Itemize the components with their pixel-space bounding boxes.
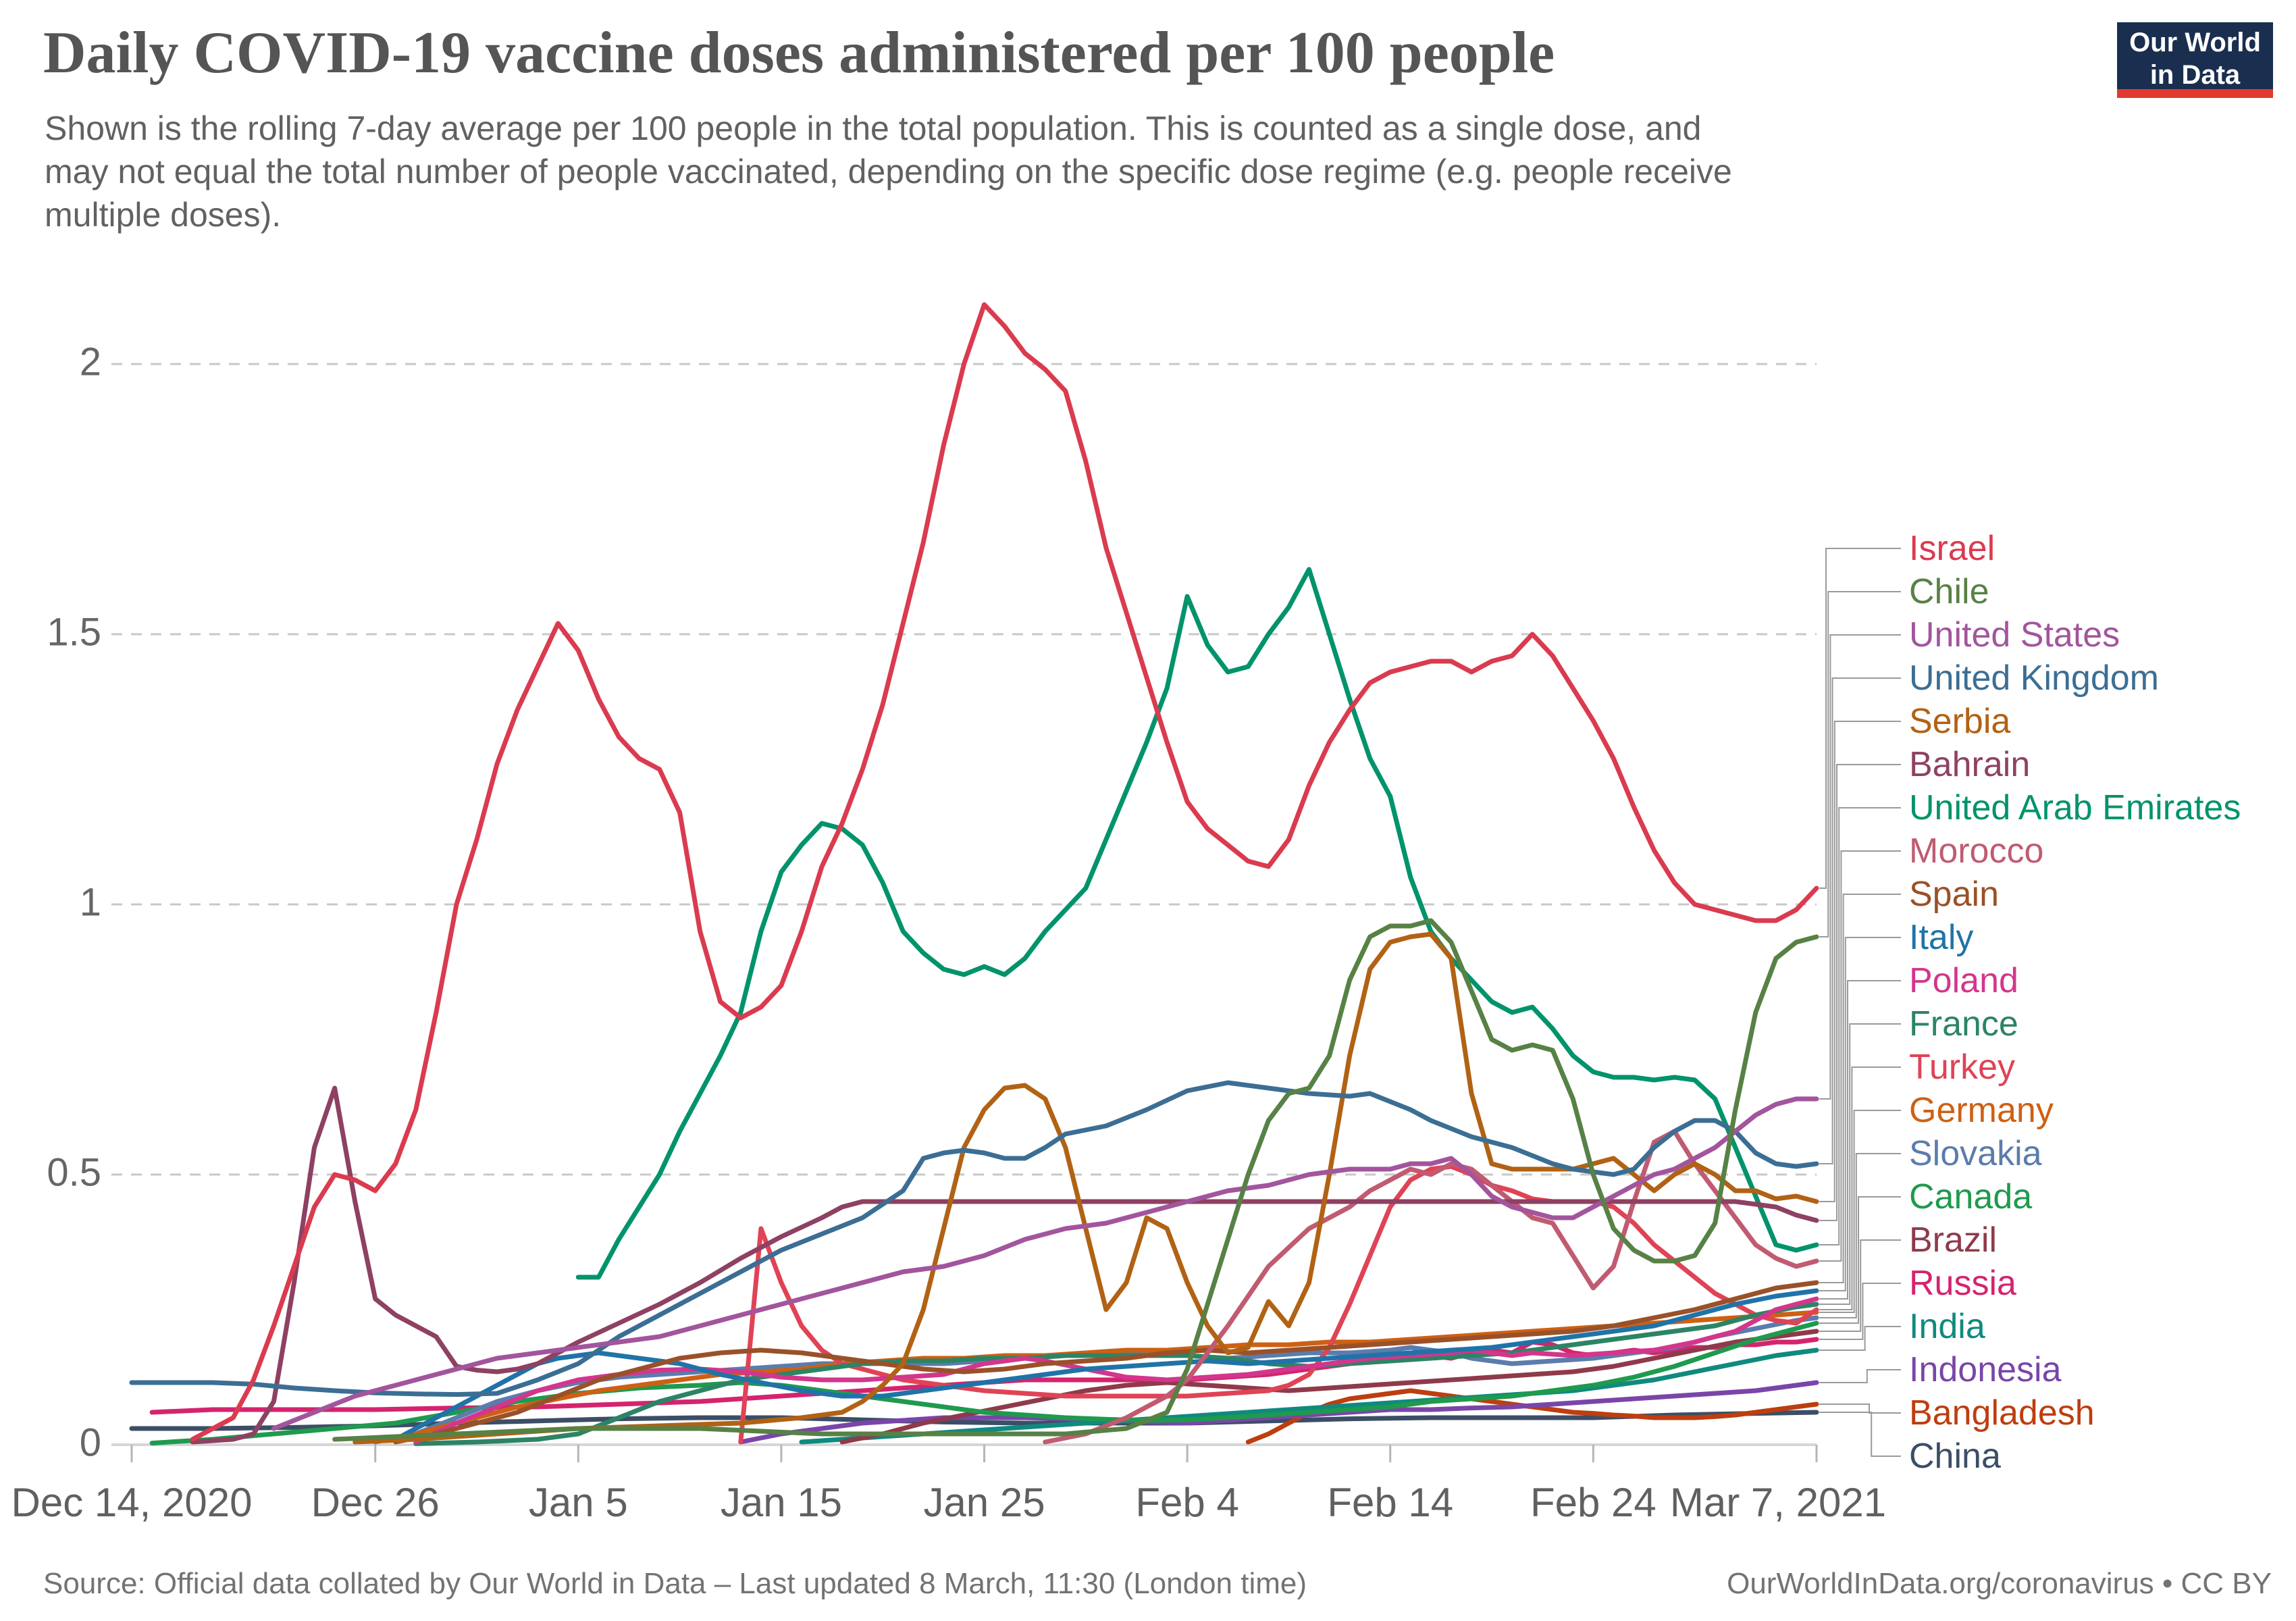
legend-label-chile[interactable]: Chile [1909,572,1989,611]
legend-label-united-kingdom[interactable]: United Kingdom [1909,659,2159,698]
series-line-canada[interactable] [149,1320,1819,1446]
x-tick-label-dec-26: Dec 26 [311,1480,440,1525]
legend-label-bangladesh[interactable]: Bangladesh [1909,1393,2095,1433]
legend-connector-indonesia [1819,1369,1901,1383]
x-tick-label-feb-14: Feb 14 [1327,1480,1453,1525]
legend-label-serbia[interactable]: Serbia [1909,702,2010,741]
x-tick-label-mar-7-2021: Mar 7, 2021 [1670,1480,1886,1525]
legend-label-germany[interactable]: Germany [1909,1091,2054,1130]
legend-label-poland[interactable]: Poland [1909,961,2018,1000]
x-tick-label-dec-14-2020: Dec 14, 2020 [11,1480,253,1525]
series-line-italy[interactable] [393,1288,1819,1442]
owid-logo-line2: in Data [2149,60,2241,90]
page-title: Daily COVID-19 vaccine doses administere… [43,20,1555,86]
legend-connector-united-kingdom [1819,677,1901,1164]
legend-label-china[interactable]: China [1909,1437,2001,1476]
owid-logo[interactable]: Our World in Data [2117,22,2273,98]
legend-connector-italy [1819,937,1901,1291]
legend-label-slovakia[interactable]: Slovakia [1909,1134,2042,1173]
footer-link[interactable]: OurWorldInData.org/coronavirus • CC BY [1727,1567,2272,1600]
x-tick-label-feb-4: Feb 4 [1135,1480,1238,1525]
y-tick-label-1.5: 1.5 [47,610,101,654]
legend-label-united-arab-emirates[interactable]: United Arab Emirates [1909,788,2241,827]
legend-label-indonesia[interactable]: Indonesia [1909,1350,2062,1389]
series-line-morocco[interactable] [1043,1129,1819,1445]
owid-logo-line1: Our World [2129,28,2261,57]
legend-connector-spain [1819,894,1901,1283]
chart-subtitle: Shown is the rolling 7-day average per 1… [45,107,1908,236]
legend-connector-russia [1819,1283,1901,1340]
series-line-united-kingdom[interactable] [129,1080,1819,1397]
legend-label-france[interactable]: France [1909,1004,2018,1044]
chart-canvas: 0 0.5 1 1.5 2 Dec 14, 2020 Dec 26 Jan 5 Jan 15 Ja… [11,302,2241,1525]
legend-connector-bangladesh [1819,1404,1901,1414]
legend-label-united-states[interactable]: United States [1909,615,2120,654]
series-line-israel[interactable] [190,302,1819,1442]
legend-connector-united-arab-emirates [1819,807,1901,1245]
series-line-bahrain[interactable] [190,1085,1819,1445]
series-line-united-arab-emirates[interactable] [575,567,1819,1280]
x-tick-label-jan-15: Jan 15 [721,1480,842,1525]
legend-label-bahrain[interactable]: Bahrain [1909,745,2030,784]
y-tick-label-0: 0 [80,1420,101,1464]
legend-connector-turkey [1819,1066,1901,1310]
x-tick-label-jan-5: Jan 5 [529,1480,628,1525]
source-note: Source: Official data collated by Our Wo… [43,1567,1307,1600]
legend-connector-slovakia [1819,1153,1901,1318]
legend-connector-chile [1819,591,1901,937]
series-line-chile[interactable] [332,918,1819,1442]
x-tick-label-feb-24: Feb 24 [1530,1480,1656,1525]
subtitle-line-3: multiple doses). [45,196,282,234]
series-line-india[interactable] [799,1347,1819,1445]
series-line-spain[interactable] [393,1280,1819,1445]
series-line-turkey[interactable] [738,1164,1819,1445]
legend-label-spain[interactable]: Spain [1909,875,1999,914]
y-tick-label-1: 1 [80,880,101,924]
legend-connector-germany [1819,1110,1901,1313]
legend-connector-france [1819,1023,1901,1305]
series-line-united-states[interactable] [271,1096,1819,1431]
legend-connector-israel [1819,548,1901,889]
y-tick-label-0.5: 0.5 [47,1150,101,1194]
series-line-indonesia[interactable] [738,1380,1819,1445]
subtitle-line-1: Shown is the rolling 7-day average per 1… [45,109,1702,147]
legend-connector-canada [1819,1196,1901,1324]
series-line-brazil[interactable] [839,1329,1819,1445]
legend-connector-serbia [1819,721,1901,1202]
series-line-china[interactable] [129,1410,1819,1431]
legend-label-india[interactable]: India [1909,1307,1985,1346]
x-tick-label-jan-25: Jan 25 [923,1480,1045,1525]
legend-label-russia[interactable]: Russia [1909,1264,2016,1303]
legend-label-morocco[interactable]: Morocco [1909,831,2043,871]
legend-connector-brazil [1819,1239,1901,1332]
legend-connector-bahrain [1819,764,1901,1221]
legend-label-italy[interactable]: Italy [1909,918,1973,957]
legend-connector-poland [1819,980,1901,1300]
legend-label-brazil[interactable]: Brazil [1909,1220,1997,1260]
legend-connector-india [1819,1326,1901,1351]
legend-label-canada[interactable]: Canada [1909,1177,2032,1216]
legend-connector-china [1819,1412,1901,1457]
legend-label-turkey[interactable]: Turkey [1909,1048,2015,1087]
subtitle-line-2: may not equal the total number of people… [45,153,1732,190]
legend-connector-morocco [1819,850,1901,1262]
legend-label-israel[interactable]: Israel [1909,529,1995,568]
y-tick-label-2: 2 [80,340,101,384]
legend-connector-united-states [1819,634,1901,1100]
